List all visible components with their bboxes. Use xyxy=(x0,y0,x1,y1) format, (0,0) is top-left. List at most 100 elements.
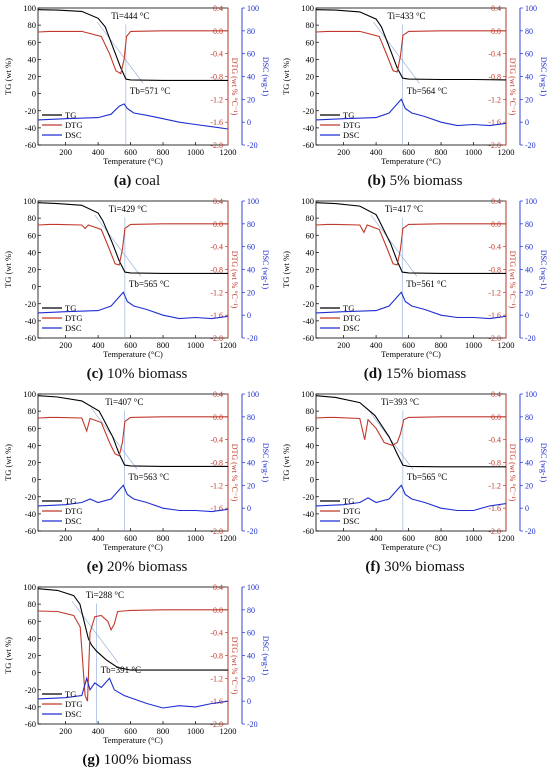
ti-tangent-line xyxy=(94,214,142,277)
dsc-tick-label: 0 xyxy=(247,697,251,706)
dsc-tick-label: 20 xyxy=(525,95,533,104)
x-tick-label: 400 xyxy=(370,340,383,350)
series-group xyxy=(38,588,228,724)
series-group xyxy=(38,202,228,338)
series-line-tg xyxy=(316,395,506,468)
dtg-axis-label: DTG (wt % °C⁻¹) xyxy=(230,251,239,309)
tg-tick-label: 0 xyxy=(32,668,36,678)
x-tick-label: 200 xyxy=(337,340,350,350)
x-tick-label: 1200 xyxy=(220,147,237,157)
legend-label: DTG xyxy=(343,120,360,130)
dsc-tick-label: 80 xyxy=(525,27,533,36)
dsc-tick-label: -20 xyxy=(525,527,536,536)
dtg-tick-label: -1.2 xyxy=(488,481,501,490)
tg-tick-label: 0 xyxy=(310,282,314,292)
tg-tick-label: -40 xyxy=(303,316,314,326)
tg-tick-label: -40 xyxy=(25,509,36,519)
series-line-dtg xyxy=(316,223,506,266)
x-tick-label: 800 xyxy=(435,340,448,350)
x-tick-label: 1200 xyxy=(498,147,515,157)
tg-tick-label: 80 xyxy=(28,406,37,416)
panel-caption: (c) 10% biomass xyxy=(2,366,272,383)
tg-tick-label: 80 xyxy=(306,20,315,30)
tg-tick-label: 60 xyxy=(28,230,37,240)
dtg-tick-label: -0.4 xyxy=(210,243,223,252)
legend-label: DTG xyxy=(343,313,360,323)
series-group xyxy=(38,395,228,531)
dsc-tick-label: 40 xyxy=(525,73,533,82)
dsc-tick-label: 60 xyxy=(247,436,255,445)
dsc-tick-label: 100 xyxy=(525,390,537,399)
series-group xyxy=(316,395,506,531)
dsc-tick-label: -20 xyxy=(247,141,258,150)
x-axis-label: Temperature (°C) xyxy=(103,156,163,166)
x-axis-label: Temperature (°C) xyxy=(381,156,441,166)
panel-caption-text: coal xyxy=(131,173,161,189)
tg-tick-label: -20 xyxy=(25,299,36,309)
ti-tangent-line xyxy=(90,407,138,470)
panel-caption-text: 10% biomass xyxy=(103,366,188,382)
tg-tick-label: -40 xyxy=(25,123,36,133)
dsc-tick-label: 0 xyxy=(525,118,529,127)
x-tick-label: 1000 xyxy=(465,340,482,350)
dtg-tick-label: -0.4 xyxy=(488,50,501,59)
x-tick-label: 600 xyxy=(124,726,137,736)
x-tick-label: 1200 xyxy=(220,726,237,736)
series-line-tg xyxy=(316,202,506,274)
dsc-tick-label: 20 xyxy=(247,481,255,490)
tg-tick-label: 100 xyxy=(301,3,314,13)
legend-label: DSC xyxy=(343,323,360,333)
panel-caption: (b) 5% biomass xyxy=(280,173,550,190)
legend-label: DTG xyxy=(343,506,360,516)
panel-caption: (d) 15% biomass xyxy=(280,366,550,383)
ti-tangent-line xyxy=(71,600,119,663)
tg-tick-label: 100 xyxy=(23,389,36,399)
x-tick-label: 1000 xyxy=(187,147,204,157)
dsc-tick-label: 0 xyxy=(247,504,251,513)
x-tick-label: 1000 xyxy=(465,533,482,543)
panel-caption-text: 5% biomass xyxy=(385,173,463,189)
x-tick-label: 600 xyxy=(124,533,137,543)
dsc-tick-label: 40 xyxy=(247,459,255,468)
chart-panel: 200 400 600 800 1000 1200 Temperature (°C) -60-… xyxy=(280,0,548,189)
tg-tick-label: -40 xyxy=(303,123,314,133)
tg-axis-label: TG (wt %) xyxy=(281,58,291,95)
tg-tick-label: 20 xyxy=(306,72,315,82)
dsc-tick-label: 0 xyxy=(247,118,251,127)
dtg-tick-label: -0.8 xyxy=(488,459,501,468)
dsc-tick-label: 60 xyxy=(247,243,255,252)
panel-caption: (f) 30% biomass xyxy=(280,559,550,576)
dsc-tick-label: -20 xyxy=(525,334,536,343)
x-tick-label: 800 xyxy=(435,147,448,157)
dsc-tick-label: 80 xyxy=(247,220,255,229)
tb-label: Tb=391 °C xyxy=(101,665,141,675)
dtg-tick-label: 0.4 xyxy=(491,197,501,206)
x-tick-label: 1000 xyxy=(187,340,204,350)
dtg-tick-label: -0.8 xyxy=(488,73,501,82)
tg-tick-label: 20 xyxy=(28,651,37,661)
x-tick-label: 400 xyxy=(92,533,105,543)
legend-label: DSC xyxy=(65,709,82,719)
legend-label: TG xyxy=(343,110,354,120)
legend-label: TG xyxy=(343,496,354,506)
tg-tick-label: 0 xyxy=(32,89,36,99)
legend-label: TG xyxy=(65,303,76,313)
tg-tick-label: 100 xyxy=(23,582,36,592)
dsc-axis-label: DSC (wg-1) xyxy=(261,636,270,676)
dsc-tick-label: 40 xyxy=(247,266,255,275)
ti-label: Ti=393 °C xyxy=(381,397,419,407)
tg-tick-label: -20 xyxy=(303,106,314,116)
legend-label: DTG xyxy=(65,506,82,516)
series-line-dsc xyxy=(316,98,506,127)
dtg-tick-label: 0.4 xyxy=(213,583,223,592)
series-line-tg xyxy=(316,9,506,81)
legend-label: DTG xyxy=(65,699,82,709)
x-axis-label: Temperature (°C) xyxy=(103,542,163,552)
x-tick-label: 800 xyxy=(157,147,170,157)
x-tick-label: 1000 xyxy=(187,726,204,736)
x-tick-label: 800 xyxy=(157,340,170,350)
